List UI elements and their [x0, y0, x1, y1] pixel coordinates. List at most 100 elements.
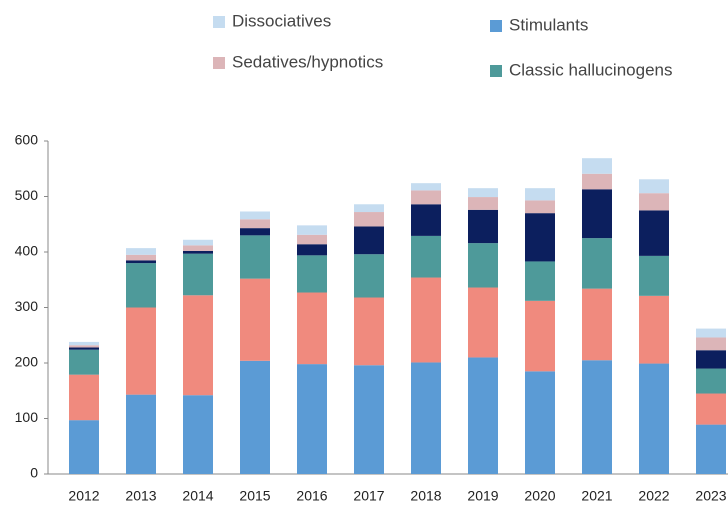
- y-tick-label: 500: [15, 187, 39, 203]
- bar-segment: [183, 295, 213, 396]
- bar-segment: [354, 226, 384, 255]
- bar-segment: [126, 248, 156, 255]
- bar-segment: [411, 190, 441, 205]
- bar-segment: [126, 260, 156, 264]
- bar-segment: [696, 328, 726, 338]
- bar-segment: [354, 254, 384, 298]
- bar-segment: [183, 239, 213, 246]
- x-tick-label: 2015: [239, 488, 270, 504]
- bar-segment: [411, 183, 441, 191]
- y-tick-label: 0: [30, 465, 38, 481]
- x-tick-label: 2021: [581, 488, 612, 504]
- bar-segment: [696, 350, 726, 369]
- bar-segment: [126, 254, 156, 261]
- bar-segment: [69, 345, 99, 348]
- y-tick-label: 600: [15, 132, 39, 148]
- bar-segment: [411, 235, 441, 278]
- legend-label: Dissociatives: [232, 11, 331, 30]
- y-tick-label: 100: [15, 409, 39, 425]
- bar-segment: [297, 225, 327, 235]
- legend-swatch: [213, 57, 225, 69]
- bar-segment: [411, 277, 441, 363]
- bar-segment: [240, 228, 270, 236]
- bar-segment: [240, 360, 270, 474]
- bar-segment: [297, 364, 327, 474]
- bar-segment: [525, 200, 555, 214]
- bar-segment: [126, 263, 156, 308]
- bar-segment: [297, 255, 327, 293]
- bar-segment: [468, 357, 498, 474]
- x-tick-label: 2012: [68, 488, 99, 504]
- legend-swatch: [213, 16, 225, 28]
- bar-segment: [525, 188, 555, 201]
- bar-segment: [582, 189, 612, 239]
- bar-segment: [468, 197, 498, 210]
- bar-segment: [582, 360, 612, 474]
- bar-segment: [69, 349, 99, 375]
- bar-segment: [354, 204, 384, 213]
- bar-segment: [696, 368, 726, 394]
- x-tick-label: 2020: [524, 488, 555, 504]
- bar-segment: [639, 255, 669, 296]
- bar-segment: [297, 234, 327, 245]
- bar-segment: [582, 173, 612, 190]
- bar-segment: [582, 288, 612, 361]
- x-tick-label: 2022: [638, 488, 669, 504]
- bar-segment: [297, 292, 327, 365]
- bar-segment: [240, 235, 270, 279]
- bar-segment: [240, 211, 270, 220]
- bar-segment: [525, 300, 555, 372]
- bar-segment: [468, 188, 498, 198]
- bar-segment: [126, 307, 156, 395]
- bar-segment: [354, 212, 384, 227]
- bar-segment: [696, 337, 726, 351]
- x-tick-label: 2013: [125, 488, 156, 504]
- bar-segment: [240, 219, 270, 229]
- x-tick-label: 2016: [296, 488, 327, 504]
- bar-segment: [69, 341, 99, 346]
- y-tick-label: 400: [15, 243, 39, 259]
- bar-segment: [297, 244, 327, 256]
- bar-segment: [639, 193, 669, 211]
- legend-label: Sedatives/hypnotics: [232, 52, 383, 71]
- bar-segment: [468, 209, 498, 244]
- x-tick-label: 2017: [353, 488, 384, 504]
- bar-segment: [69, 347, 99, 350]
- x-tick-label: 2023: [695, 488, 726, 504]
- bar-segment: [183, 395, 213, 474]
- bar-segment: [696, 393, 726, 425]
- bar-segment: [468, 243, 498, 288]
- x-tick-label: 2014: [182, 488, 213, 504]
- y-tick-label: 200: [15, 354, 39, 370]
- legend-swatch: [490, 65, 502, 77]
- bar-segment: [582, 238, 612, 289]
- legend-label: Classic hallucinogens: [509, 60, 672, 79]
- bar-segment: [183, 250, 213, 254]
- bar-segment: [183, 245, 213, 251]
- legend-label: Stimulants: [509, 15, 588, 34]
- bar-segment: [468, 287, 498, 358]
- bar-segment: [411, 362, 441, 474]
- bar-segment: [696, 424, 726, 474]
- bar-segment: [69, 420, 99, 474]
- bar-segment: [639, 210, 669, 256]
- bar-segment: [126, 394, 156, 474]
- x-tick-label: 2018: [410, 488, 441, 504]
- bar-segment: [525, 371, 555, 474]
- bar-segment: [525, 213, 555, 262]
- bar-segment: [183, 253, 213, 296]
- bar-segment: [525, 261, 555, 301]
- bar-segment: [411, 204, 441, 236]
- bar-segment: [639, 363, 669, 474]
- bar-segment: [354, 297, 384, 366]
- bar-segment: [639, 295, 669, 364]
- bar-segment: [69, 374, 99, 421]
- x-tick-label: 2019: [467, 488, 498, 504]
- bar-segment: [240, 278, 270, 361]
- legend-swatch: [490, 20, 502, 32]
- bar-segment: [354, 365, 384, 474]
- bar-segment: [639, 179, 669, 194]
- y-tick-label: 300: [15, 298, 39, 314]
- bar-segment: [582, 158, 612, 174]
